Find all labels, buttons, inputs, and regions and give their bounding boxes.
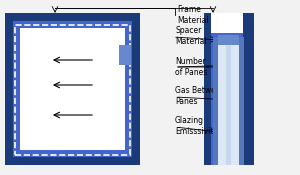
Text: Gas Between
Panes: Gas Between Panes [175, 86, 225, 106]
Bar [119, 45, 131, 65]
Text: Glazing
Emisssivity: Glazing Emisssivity [175, 116, 218, 136]
Bar [20, 28, 125, 150]
Bar [226, 37, 231, 165]
Text: Number
of Panes: Number of Panes [175, 57, 207, 77]
Bar [213, 37, 218, 165]
Bar [211, 33, 243, 165]
Bar [15, 25, 130, 155]
Bar [218, 37, 226, 165]
Bar [204, 13, 254, 165]
Bar [231, 37, 239, 165]
Bar [5, 13, 140, 165]
Bar [239, 37, 244, 165]
Bar [211, 13, 243, 35]
Bar [13, 21, 132, 157]
Text: Spacer
Material: Spacer Material [175, 26, 207, 46]
Text: Frame
Material: Frame Material [177, 5, 208, 25]
Bar [218, 35, 239, 45]
